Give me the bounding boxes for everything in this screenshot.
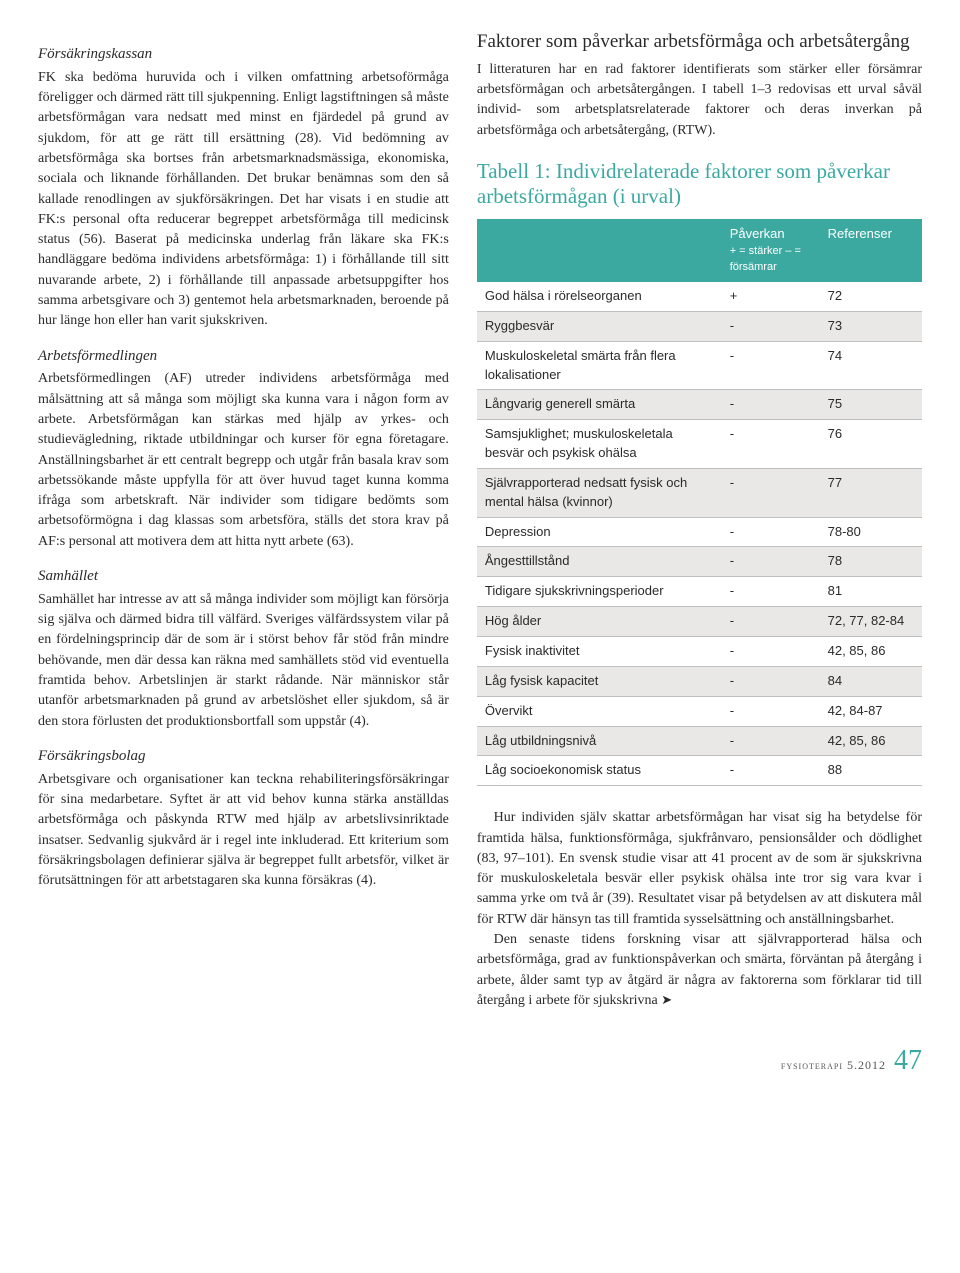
cell-referenser: 75: [820, 390, 922, 420]
cell-factor: Låg fysisk kapacitet: [477, 666, 722, 696]
cell-factor: Hög ålder: [477, 607, 722, 637]
cell-referenser: 42, 85, 86: [820, 726, 922, 756]
cell-paverkan: +: [722, 282, 820, 311]
right-lower-p1: Hur individen själv skattar arbetsförmåg…: [477, 808, 922, 930]
cell-referenser: 73: [820, 311, 922, 341]
table-row: Fysisk inaktivitet-42, 85, 86: [477, 637, 922, 667]
cell-factor: Ryggbesvär: [477, 311, 722, 341]
right-intro: I litteraturen har en rad faktorer ident…: [477, 60, 922, 141]
cell-referenser: 88: [820, 756, 922, 786]
continue-arrow-icon: ➤: [661, 992, 672, 1007]
table-row: Tidigare sjukskrivningsperioder-81: [477, 577, 922, 607]
table-row: Muskuloskeletal smärta från flera lokali…: [477, 341, 922, 390]
cell-factor: Ångesttillstånd: [477, 547, 722, 577]
cell-paverkan: -: [722, 420, 820, 469]
cell-paverkan: -: [722, 637, 820, 667]
cell-referenser: 74: [820, 341, 922, 390]
table-row: Ryggbesvär-73: [477, 311, 922, 341]
th-paverkan-sub: + = stärker – = försämrar: [730, 244, 812, 276]
footer-page-number: 47: [894, 1041, 922, 1082]
section-heading-forsakringsbolag: Försäkringsbolag: [38, 746, 449, 768]
cell-paverkan: -: [722, 577, 820, 607]
cell-paverkan: -: [722, 726, 820, 756]
cell-factor: Muskuloskeletal smärta från flera lokali…: [477, 341, 722, 390]
table-row: Självrapporterad nedsatt fysisk och ment…: [477, 468, 922, 517]
cell-factor: Fysisk inaktivitet: [477, 637, 722, 667]
table-row: Låg socioekonomisk status-88: [477, 756, 922, 786]
footer-magazine: fysioterapi 5.2012: [781, 1057, 886, 1074]
table-row: Hög ålder-72, 77, 82-84: [477, 607, 922, 637]
cell-referenser: 76: [820, 420, 922, 469]
table-row: Ångesttillstånd-78: [477, 547, 922, 577]
cell-referenser: 77: [820, 468, 922, 517]
table-row: Långvarig generell smärta-75: [477, 390, 922, 420]
section-body-samhallet: Samhället har intresse av att så många i…: [38, 590, 449, 732]
cell-paverkan: -: [722, 607, 820, 637]
cell-factor: Långvarig generell smärta: [477, 390, 722, 420]
th-paverkan: Påverkan: [730, 226, 785, 241]
table-title: Tabell 1: Individrelaterade faktorer som…: [477, 159, 922, 209]
cell-factor: Tidigare sjukskrivningsperioder: [477, 577, 722, 607]
cell-factor: Samsjuklighet; muskuloskeletala besvär o…: [477, 420, 722, 469]
cell-referenser: 72, 77, 82-84: [820, 607, 922, 637]
section-heading-fk: Försäkringskassan: [38, 44, 449, 66]
table-row: Depression-78-80: [477, 517, 922, 547]
table-row: Samsjuklighet; muskuloskeletala besvär o…: [477, 420, 922, 469]
cell-factor: Övervikt: [477, 696, 722, 726]
cell-paverkan: -: [722, 756, 820, 786]
cell-paverkan: -: [722, 390, 820, 420]
cell-factor: Låg utbildningsnivå: [477, 726, 722, 756]
cell-paverkan: -: [722, 341, 820, 390]
cell-paverkan: -: [722, 696, 820, 726]
section-body-fk: FK ska bedöma huruvida och i vilken omfa…: [38, 68, 449, 332]
table-row: Övervikt-42, 84-87: [477, 696, 922, 726]
cell-referenser: 81: [820, 577, 922, 607]
cell-paverkan: -: [722, 311, 820, 341]
cell-paverkan: -: [722, 468, 820, 517]
cell-referenser: 72: [820, 282, 922, 311]
table-row: Låg utbildningsnivå-42, 85, 86: [477, 726, 922, 756]
cell-factor: God hälsa i rörelseorganen: [477, 282, 722, 311]
cell-paverkan: -: [722, 517, 820, 547]
cell-paverkan: -: [722, 547, 820, 577]
cell-referenser: 42, 85, 86: [820, 637, 922, 667]
section-heading-af: Arbetsförmedlingen: [38, 346, 449, 368]
cell-referenser: 42, 84-87: [820, 696, 922, 726]
th-referenser: Referenser: [820, 219, 922, 282]
cell-factor: Depression: [477, 517, 722, 547]
cell-referenser: 78: [820, 547, 922, 577]
cell-referenser: 84: [820, 666, 922, 696]
section-body-forsakringsbolag: Arbetsgivare och organisationer kan teck…: [38, 770, 449, 892]
cell-factor: Låg socioekonomisk status: [477, 756, 722, 786]
table-row: God hälsa i rörelseorganen+72: [477, 282, 922, 311]
right-heading: Faktorer som påverkar arbetsförmåga och …: [477, 30, 922, 54]
section-body-af: Arbetsförmedlingen (AF) utreder individe…: [38, 369, 449, 552]
right-lower-p2: Den senaste tidens forskning visar att s…: [477, 930, 922, 1011]
factors-table: Påverkan + = stärker – = försämrar Refer…: [477, 219, 922, 786]
section-heading-samhallet: Samhället: [38, 566, 449, 588]
cell-paverkan: -: [722, 666, 820, 696]
table-row: Låg fysisk kapacitet-84: [477, 666, 922, 696]
cell-referenser: 78-80: [820, 517, 922, 547]
cell-factor: Självrapporterad nedsatt fysisk och ment…: [477, 468, 722, 517]
